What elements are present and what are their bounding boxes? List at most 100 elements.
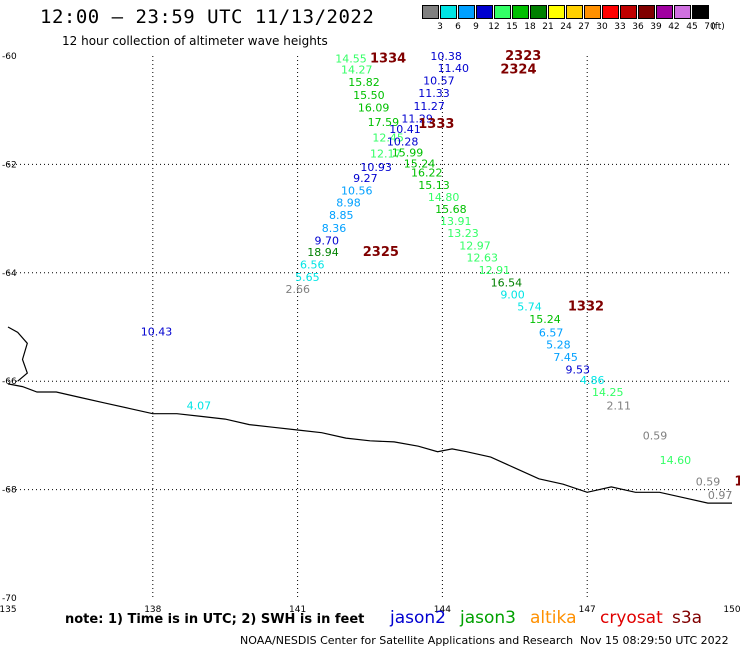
colorbar-label: 36 [632, 22, 644, 32]
wave-height-label: 11.33 [418, 87, 450, 100]
footnote: note: 1) Time is in UTC; 2) SWH is in fe… [65, 612, 365, 627]
wave-height-label: 10.93 [360, 161, 392, 174]
wave-height-label: 12.45 [372, 131, 404, 144]
lat-tick-label: -62 [2, 160, 17, 170]
wave-height-label: 7.45 [553, 351, 578, 364]
lon-tick-label: 150 [723, 605, 740, 615]
colorbar-label: 70 [704, 22, 716, 32]
wave-height-label: 15.68 [435, 203, 467, 216]
wave-height-label: 12.91 [479, 264, 511, 277]
colorbar-swatch [422, 5, 439, 19]
wave-height-label: 10.41 [389, 123, 421, 136]
colorbar-label: 15 [506, 22, 518, 32]
colorbar-label: 24 [560, 22, 572, 32]
wave-height-label: 14.27 [341, 64, 373, 77]
wave-height-label: 14.25 [592, 386, 624, 399]
colorbar-label: 18 [524, 22, 536, 32]
wave-height-label: 16.22 [411, 167, 443, 180]
colorbar-label: 42 [668, 22, 680, 32]
colorbar-swatch [692, 5, 709, 19]
legend-jason2: jason2 [390, 608, 446, 628]
wave-height-label: 10.38 [430, 50, 462, 63]
wave-height-label: 2.11 [607, 400, 632, 413]
credit-line: NOAA/NESDIS Center for Satellite Applica… [240, 634, 574, 647]
coastline [7, 383, 732, 504]
colorbar-swatch [656, 5, 673, 19]
page-title: 12:00 – 23:59 UTC 11/13/2022 [40, 6, 375, 28]
wave-height-label: 11.40 [438, 62, 470, 75]
pass-time-label: 2324 [500, 63, 536, 78]
wave-height-label: 14.55 [335, 53, 367, 66]
colorbar-unit: (ft) [711, 22, 725, 32]
colorbar-label: 21 [542, 22, 554, 32]
pass-time-label: 1333 [418, 117, 454, 132]
wave-height-label: 4.86 [580, 374, 605, 387]
wave-height-label: 5.74 [517, 300, 542, 313]
wave-height-label: 0.97 [708, 489, 733, 502]
legend-jason3: jason3 [460, 608, 516, 628]
wave-height-label: 17.59 [368, 116, 400, 129]
wave-height-label: 11.29 [401, 112, 433, 125]
wave-height-label: 13.23 [447, 227, 479, 240]
wave-height-label: 9.00 [500, 288, 525, 301]
wave-height-label: 15.24 [404, 157, 436, 170]
generated-timestamp: Nov 15 08:29:50 UTC 2022 [580, 634, 729, 647]
colorbar-label: 9 [473, 22, 479, 32]
colorbar-label: 33 [614, 22, 626, 32]
wave-height-label: 12.97 [459, 240, 491, 253]
pass-time-label: 1334 [370, 52, 406, 67]
wave-height-label: 6.56 [300, 259, 325, 272]
wave-height-label: 12.63 [467, 252, 499, 265]
colorbar-label: 39 [650, 22, 662, 32]
wave-height-label: 15.13 [418, 179, 450, 192]
lat-tick-label: -60 [2, 52, 17, 62]
wave-height-label: 14.80 [428, 191, 460, 204]
legend-altika: altika [530, 608, 577, 628]
wave-height-label: 8.36 [322, 222, 347, 235]
colorbar-label: 30 [596, 22, 608, 32]
colorbar-swatch [530, 5, 547, 19]
lon-tick-label: 138 [144, 605, 161, 615]
wave-height-label: 12.17 [370, 148, 402, 161]
wave-height-label: 6.57 [539, 326, 564, 339]
wave-height-colorbar: 3 6 9 12 15 18 21 24 27 30 33 36 39 42 45 70 (ft) [422, 5, 728, 35]
page-subtitle: 12 hour collection of altimeter wave hei… [62, 34, 328, 48]
colorbar-label: 27 [578, 22, 590, 32]
wave-height-label: 5.65 [295, 271, 320, 284]
colorbar-swatch [494, 5, 511, 19]
colorbar-label: 3 [437, 22, 443, 32]
wave-height-label: 13.91 [440, 215, 472, 228]
colorbar-swatch [458, 5, 475, 19]
wave-height-label: 9.27 [353, 172, 378, 185]
wave-height-label: 18.94 [307, 246, 339, 259]
wave-height-label: 10.43 [141, 325, 173, 338]
lat-tick-label: -68 [2, 486, 17, 496]
lon-tick-label: 144 [434, 605, 451, 615]
wave-height-label: 0.59 [643, 429, 668, 442]
coastline-west [7, 326, 29, 382]
wave-height-label: 0.59 [696, 475, 721, 488]
colorbar-swatch [566, 5, 583, 19]
wave-height-label: 4.07 [187, 400, 212, 413]
wave-height-label: 10.57 [423, 74, 455, 87]
lon-tick-label: 141 [289, 605, 306, 615]
colorbar-swatch [584, 5, 601, 19]
wave-height-label: 15.50 [353, 89, 385, 102]
colorbar-swatch [638, 5, 655, 19]
wave-height-label: 16.09 [358, 101, 390, 114]
wave-height-label: 10.56 [341, 184, 373, 197]
wave-height-label: 14.60 [660, 454, 692, 467]
colorbar-swatch [476, 5, 493, 19]
lon-tick-label: 147 [579, 605, 596, 615]
colorbar-label: 6 [455, 22, 461, 32]
lat-tick-label: -70 [2, 594, 17, 604]
wave-height-label: 11.27 [413, 100, 445, 113]
colorbar-swatch [620, 5, 637, 19]
pass-time-label: 2325 [363, 245, 399, 260]
wave-height-label: 9.70 [314, 234, 339, 247]
pass-time-label: 1332 [568, 299, 604, 314]
colorbar-label: 12 [488, 22, 500, 32]
colorbar-swatch [512, 5, 529, 19]
wave-height-label: 8.98 [336, 196, 361, 209]
